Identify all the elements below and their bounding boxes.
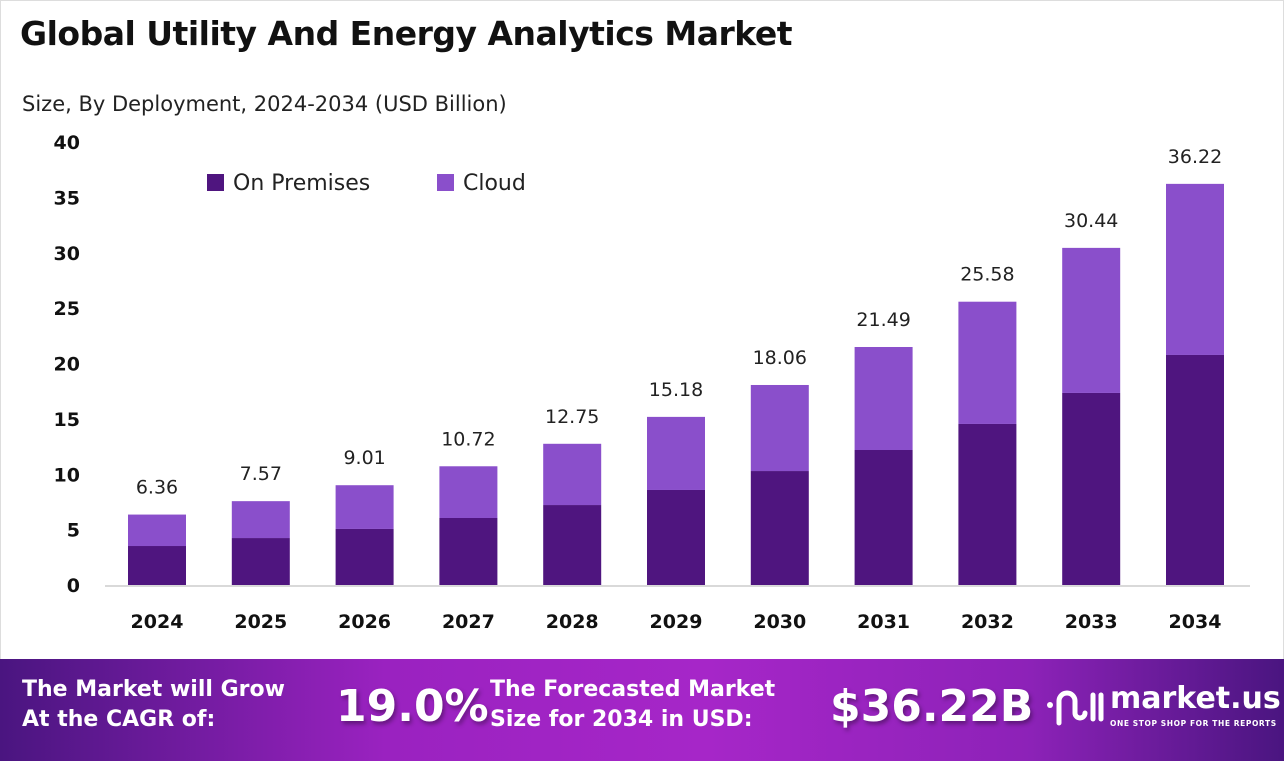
y-tick-label: 40: [54, 132, 80, 154]
chart-title: Global Utility And Energy Analytics Mark…: [20, 14, 793, 53]
bar-on-premises: [128, 546, 186, 585]
cagr-value: 19.0%: [336, 681, 489, 732]
legend-label: Cloud: [463, 171, 526, 196]
x-tick-label: 2030: [753, 611, 806, 633]
bar-chart: 05101520253035406.3620247.5720259.012026…: [54, 132, 1250, 633]
x-tick-label: 2025: [234, 611, 287, 633]
total-label: 25.58: [960, 264, 1014, 286]
total-label: 15.18: [649, 379, 703, 401]
y-tick-label: 25: [54, 298, 80, 320]
y-tick-label: 15: [54, 409, 80, 431]
bar-on-premises: [231, 538, 290, 585]
logo-tagline: ONE STOP SHOP FOR THE REPORTS: [1110, 719, 1277, 728]
legend-swatch-on-premises: [207, 174, 224, 191]
total-label: 6.36: [136, 477, 178, 499]
bar-cloud: [335, 485, 394, 529]
x-tick-label: 2031: [857, 611, 910, 633]
x-tick-label: 2032: [961, 611, 1014, 633]
total-label: 9.01: [343, 447, 385, 469]
bar-cloud: [1166, 183, 1224, 355]
bar-cloud: [647, 416, 705, 490]
x-tick-label: 2034: [1169, 611, 1222, 633]
summary-banner: The Market will Grow At the CAGR of: 19.…: [0, 659, 1284, 761]
y-tick-label: 20: [54, 354, 80, 376]
x-tick-label: 2029: [650, 611, 703, 633]
x-tick-label: 2024: [131, 611, 184, 633]
bar-on-premises: [1062, 392, 1121, 585]
cagr-label-line1: The Market will Grow: [22, 677, 285, 702]
total-label: 12.75: [545, 406, 599, 428]
total-label: 10.72: [441, 428, 495, 450]
bar-on-premises: [958, 423, 1017, 585]
bar-cloud: [231, 501, 290, 539]
y-tick-label: 0: [67, 575, 80, 597]
bar-cloud: [543, 443, 602, 506]
bar-on-premises: [543, 505, 602, 585]
forecast-label-line1: The Forecasted Market: [490, 677, 776, 702]
cagr-label: The Market will Grow At the CAGR of:: [22, 675, 285, 735]
bar-on-premises: [335, 528, 394, 585]
y-tick-label: 5: [67, 520, 80, 542]
legend-label: On Premises: [233, 171, 370, 196]
cagr-label-line2: At the CAGR of:: [22, 707, 216, 732]
bar-on-premises: [1166, 354, 1224, 585]
bar-on-premises: [439, 517, 498, 585]
legend-swatch-cloud: [437, 174, 454, 191]
logo-name: market.us: [1110, 681, 1281, 716]
market-us-logo-icon: [1047, 690, 1104, 726]
bar-cloud: [128, 514, 186, 547]
x-tick-label: 2028: [546, 611, 599, 633]
y-tick-label: 35: [54, 187, 80, 209]
bar-on-premises: [750, 471, 809, 585]
bar-on-premises: [854, 449, 913, 585]
chart-subtitle: Size, By Deployment, 2024-2034 (USD Bill…: [22, 92, 507, 116]
total-label: 7.57: [240, 463, 282, 485]
total-label: 21.49: [856, 309, 910, 331]
total-label: 30.44: [1064, 210, 1118, 232]
y-tick-label: 10: [54, 464, 80, 486]
total-label: 36.22: [1168, 146, 1222, 168]
forecast-label: The Forecasted Market Size for 2034 in U…: [490, 675, 775, 735]
y-tick-label: 30: [54, 243, 80, 265]
bar-cloud: [750, 384, 809, 472]
x-tick-label: 2033: [1065, 611, 1118, 633]
bar-on-premises: [647, 489, 705, 585]
bar-cloud: [1062, 247, 1121, 393]
bar-cloud: [958, 301, 1017, 424]
x-tick-label: 2027: [442, 611, 495, 633]
bar-cloud: [439, 466, 498, 518]
x-tick-label: 2026: [338, 611, 391, 633]
total-label: 18.06: [753, 347, 807, 369]
forecast-label-line2: Size for 2034 in USD:: [490, 707, 753, 732]
forecast-value: $36.22B: [830, 681, 1034, 732]
bar-cloud: [854, 346, 913, 450]
